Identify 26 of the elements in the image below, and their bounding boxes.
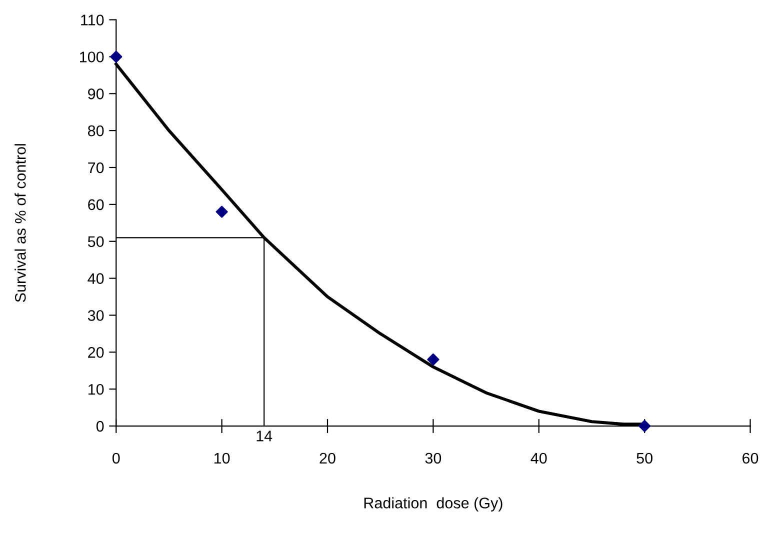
x-tick-label: 30 [425, 452, 442, 464]
y-axis-title: Survival as % of control [14, 144, 26, 302]
y-tick-label: 30 [88, 310, 104, 321]
y-tick-label: 90 [88, 88, 104, 100]
x-tick-label: 0 [112, 452, 120, 464]
y-tick-label: 60 [88, 199, 104, 210]
x-tick-label: 60 [742, 452, 758, 464]
y-tick-label: 70 [88, 162, 104, 174]
y-tick-label: 80 [88, 125, 104, 136]
y-tick-label: 50 [88, 236, 104, 248]
point [110, 50, 122, 63]
ref-line-label: 14 [256, 430, 272, 442]
x-tick-label: 20 [320, 452, 336, 464]
x-tick-label: 40 [530, 452, 547, 464]
y-tick-label: 20 [88, 347, 104, 358]
point [427, 353, 440, 366]
point [216, 206, 228, 218]
x-tick-label: 10 [214, 452, 230, 464]
y-tick-label: 110 [81, 14, 104, 26]
point [638, 420, 651, 432]
x-axis-title: Radiation dose (Gy) [364, 497, 502, 512]
x-tick-label: 50 [636, 452, 652, 464]
y-tick-label: 100 [80, 52, 104, 62]
y-tick-label: 0 [96, 420, 104, 432]
y-tick-label: 40 [88, 273, 104, 284]
y-tick-label: 10 [88, 384, 104, 395]
